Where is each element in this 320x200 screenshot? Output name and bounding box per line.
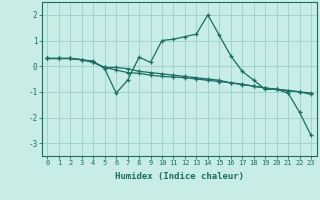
X-axis label: Humidex (Indice chaleur): Humidex (Indice chaleur) <box>115 172 244 181</box>
